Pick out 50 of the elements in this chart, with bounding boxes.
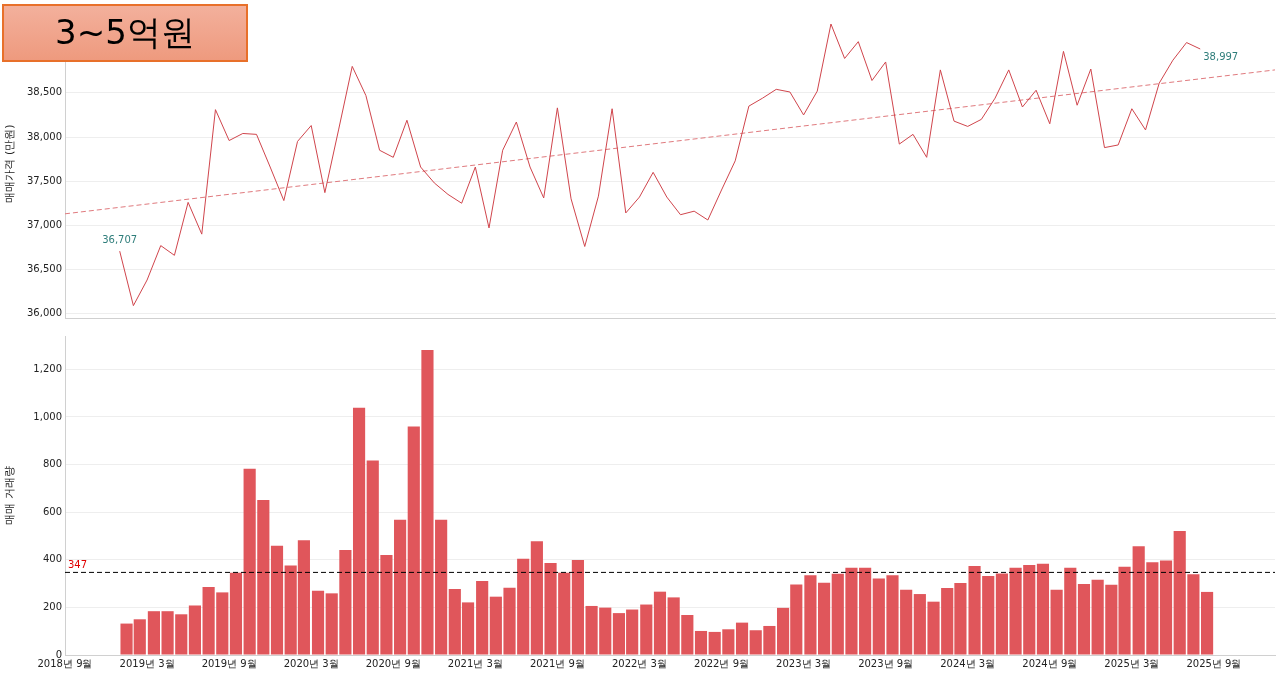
x-tick-label: 2020년 3월 (283, 657, 339, 669)
x-tick-label: 2022년 3월 (611, 657, 667, 669)
data-label: 38,997 (1203, 50, 1239, 62)
bar (571, 560, 584, 655)
ref-line-label: 347 (68, 558, 88, 570)
bar (1200, 591, 1214, 655)
y-tick-label: 36,500 (27, 263, 62, 275)
y-tick-label: 200 (42, 600, 62, 612)
y-tick-label: 37,500 (27, 174, 62, 186)
chart-title: 3~5억원 (2, 4, 248, 62)
y-tick-label: 0 (55, 648, 62, 660)
bar (653, 591, 667, 655)
y-tick-label: 1,200 (33, 362, 62, 374)
bar (352, 407, 366, 655)
bar (1036, 563, 1050, 655)
bar (311, 590, 325, 655)
x-tick-label: 2018년 9월 (37, 657, 93, 669)
bar (270, 545, 284, 655)
y-tick-label: 1,000 (33, 410, 62, 422)
bar (188, 605, 202, 655)
bar (995, 573, 1008, 655)
y-axis-title: 매매 거래량 (3, 466, 17, 525)
x-tick-label: 2025년 3월 (1104, 657, 1160, 669)
x-tick-label: 2023년 3월 (776, 657, 832, 669)
y-tick-label: 600 (42, 505, 62, 517)
y-tick-label: 36,000 (27, 307, 62, 319)
bar (640, 604, 653, 655)
y-tick-label: 38,000 (27, 130, 62, 142)
x-tick-label: 2021년 3월 (447, 657, 503, 669)
y-tick-label: 38,500 (27, 86, 62, 98)
x-tick-label: 2022년 9월 (694, 657, 750, 669)
x-tick-label: 2025년 9월 (1186, 657, 1242, 669)
y-axis-title: 매매가격 (만원) (3, 124, 17, 203)
x-tick-label: 2024년 3월 (940, 657, 996, 669)
y-tick-label: 37,000 (27, 218, 62, 230)
bar (229, 572, 243, 655)
x-tick-label: 2019년 9월 (201, 657, 257, 669)
data-label: 36,707 (102, 233, 138, 245)
bar (694, 630, 708, 655)
bar (1159, 560, 1173, 655)
y-tick-label: 400 (42, 553, 62, 565)
x-tick-label: 2020년 9월 (365, 657, 421, 669)
y-tick-label: 800 (42, 458, 62, 470)
bar (735, 622, 749, 655)
bar (1077, 584, 1091, 655)
x-tick-label: 2024년 9월 (1022, 657, 1078, 669)
x-tick-label: 2021년 9월 (529, 657, 585, 669)
x-tick-label: 2019년 3월 (119, 657, 175, 669)
x-tick-label: 2023년 9월 (858, 657, 914, 669)
bar (476, 580, 489, 655)
